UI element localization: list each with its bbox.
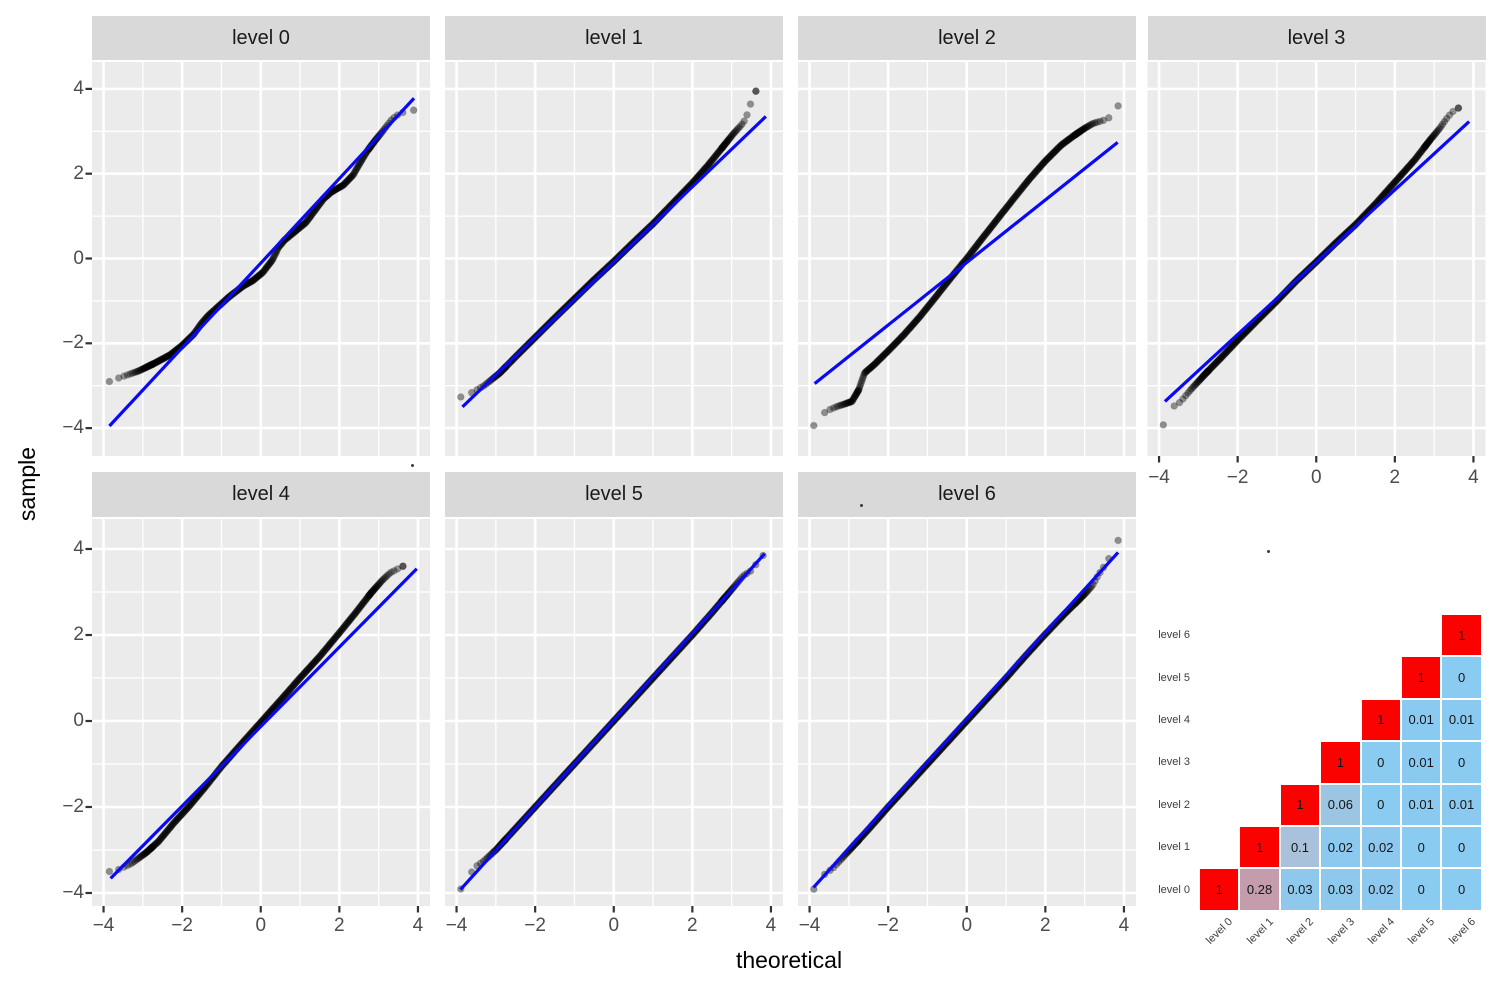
x-tick-label: −2 [877,915,899,936]
qq-reference-line [1163,120,1471,403]
heatmap-cell-r2c6: 0.01 [1442,699,1481,741]
facet-strip-level-2: level 2 [798,16,1136,60]
qq-reference-line [461,115,767,409]
y-tick-label: −4 [62,882,84,903]
x-tick-label: 4 [765,915,777,936]
y-tick-label: 2 [73,624,84,645]
heatmap-cell-r3c6: 0 [1442,742,1481,783]
y-tick-label: 2 [73,162,84,184]
heatmap-cell-r5c3: 0.02 [1321,827,1360,868]
facet-strip-level-0: level 0 [92,16,430,60]
axis-ticks [85,87,1475,913]
heatmap-cell-r6c2: 0.03 [1280,869,1320,910]
stray-mark [860,504,863,507]
heatmap-cell-r6c6: 0 [1442,869,1481,910]
qq-reference-line [459,552,766,891]
qq-panel-level-6 [798,519,1136,906]
facet-strip-level-6: level 6 [798,472,1136,517]
heatmap-cell-r5c5: 0 [1402,827,1441,868]
x-tick-label: −2 [524,915,546,936]
heatmap-cell-r5c6: 0 [1442,827,1481,868]
x-tick-label: 2 [687,915,698,936]
y-tick-label: 0 [73,247,84,269]
y-tick-label: −2 [62,332,84,354]
x-tick-label: −2 [1226,467,1249,488]
x-tick-label: 2 [334,915,345,936]
x-tick-label: 2 [1040,915,1051,936]
qq-panel-level-3 [1147,62,1486,456]
qq-panel-level-1 [445,62,783,456]
qq-reference-line [108,97,416,428]
x-tick-label: 0 [608,915,620,936]
heatmap-cell-r0c6: 1 [1442,615,1481,656]
heatmap-cell-r3c5: 0.01 [1402,742,1441,783]
heatmap-cell-r4c6: 0.01 [1442,784,1481,825]
heatmap-cell-r5c4: 0.02 [1361,827,1400,868]
qq-panel-level-4 [92,519,430,906]
heatmap-cell-r3c3: 1 [1321,742,1360,783]
heatmap-row-label: level 0 [1158,883,1190,896]
facet-strip-level-1: level 1 [445,16,783,60]
heatmap-cell-r4c4: 0 [1361,784,1400,825]
stray-mark [411,464,414,467]
x-axis-title: theoretical [735,947,843,973]
x-tick-label: 4 [1118,915,1130,936]
heatmap-cell-r6c4: 0.02 [1361,869,1400,910]
facet-strip-level-3: level 3 [1147,16,1486,60]
qq-panel-level-2 [798,62,1136,456]
x-tick-label: 0 [961,915,973,936]
y-tick-label: −4 [62,417,84,439]
x-tick-label: −4 [92,915,115,936]
heatmap-row-label: level 4 [1158,714,1190,726]
heatmap-cell-r2c5: 0.01 [1402,699,1441,741]
y-tick-label: 0 [73,710,84,731]
heatmap-cell-r1c6: 0 [1442,657,1481,698]
heatmap-cell-r4c2: 1 [1280,784,1320,825]
x-tick-label: 4 [1468,467,1479,488]
heatmap-row-label: level 1 [1158,841,1190,854]
stray-mark [1267,550,1270,553]
heatmap-cell-r3c4: 0 [1361,742,1400,783]
heatmap-row-label: level 6 [1158,629,1190,642]
heatmap-cell-r1c5: 1 [1402,657,1441,698]
x-tick-label: −4 [1148,467,1170,488]
facet-strip-level-5: level 5 [445,472,783,517]
qq-reference-line [813,141,1119,385]
heatmap-cell-r6c0: 1 [1200,869,1239,910]
y-tick-label: 4 [73,77,84,99]
x-tick-label: −2 [171,915,193,936]
heatmap-cell-r6c1: 0.28 [1240,869,1279,910]
heatmap-cell-r4c3: 0.06 [1321,784,1360,825]
x-tick-label: 4 [412,915,424,936]
heatmap-cell-r2c4: 1 [1361,699,1400,741]
qq-reference-line [812,551,1120,889]
x-tick-label: 0 [255,915,267,936]
facet-strip-level-4: level 4 [92,472,430,517]
heatmap-cell-r5c1: 1 [1240,827,1279,868]
heatmap-row-label: level 2 [1158,798,1190,811]
heatmap-cell-r6c5: 0 [1402,869,1441,910]
heatmap-cell-r5c2: 0.1 [1280,827,1320,868]
y-tick-label: −2 [62,796,84,817]
heatmap-cell-r6c3: 0.03 [1321,869,1360,910]
x-tick-label: −4 [445,915,468,936]
heatmap-row-label: level 5 [1158,671,1190,684]
x-tick-label: 0 [1310,467,1322,488]
y-tick-label: 4 [73,538,84,559]
heatmap-row-label: level 3 [1158,756,1190,769]
x-tick-label: 2 [1389,467,1401,488]
qq-reference-line [109,567,418,880]
heatmap-cell-r4c5: 0.01 [1402,784,1441,825]
y-axis-title: sample [14,446,40,522]
x-tick-label: −4 [798,915,821,936]
qq-panel-level-0 [92,62,430,456]
qq-panel-level-5 [445,519,783,906]
